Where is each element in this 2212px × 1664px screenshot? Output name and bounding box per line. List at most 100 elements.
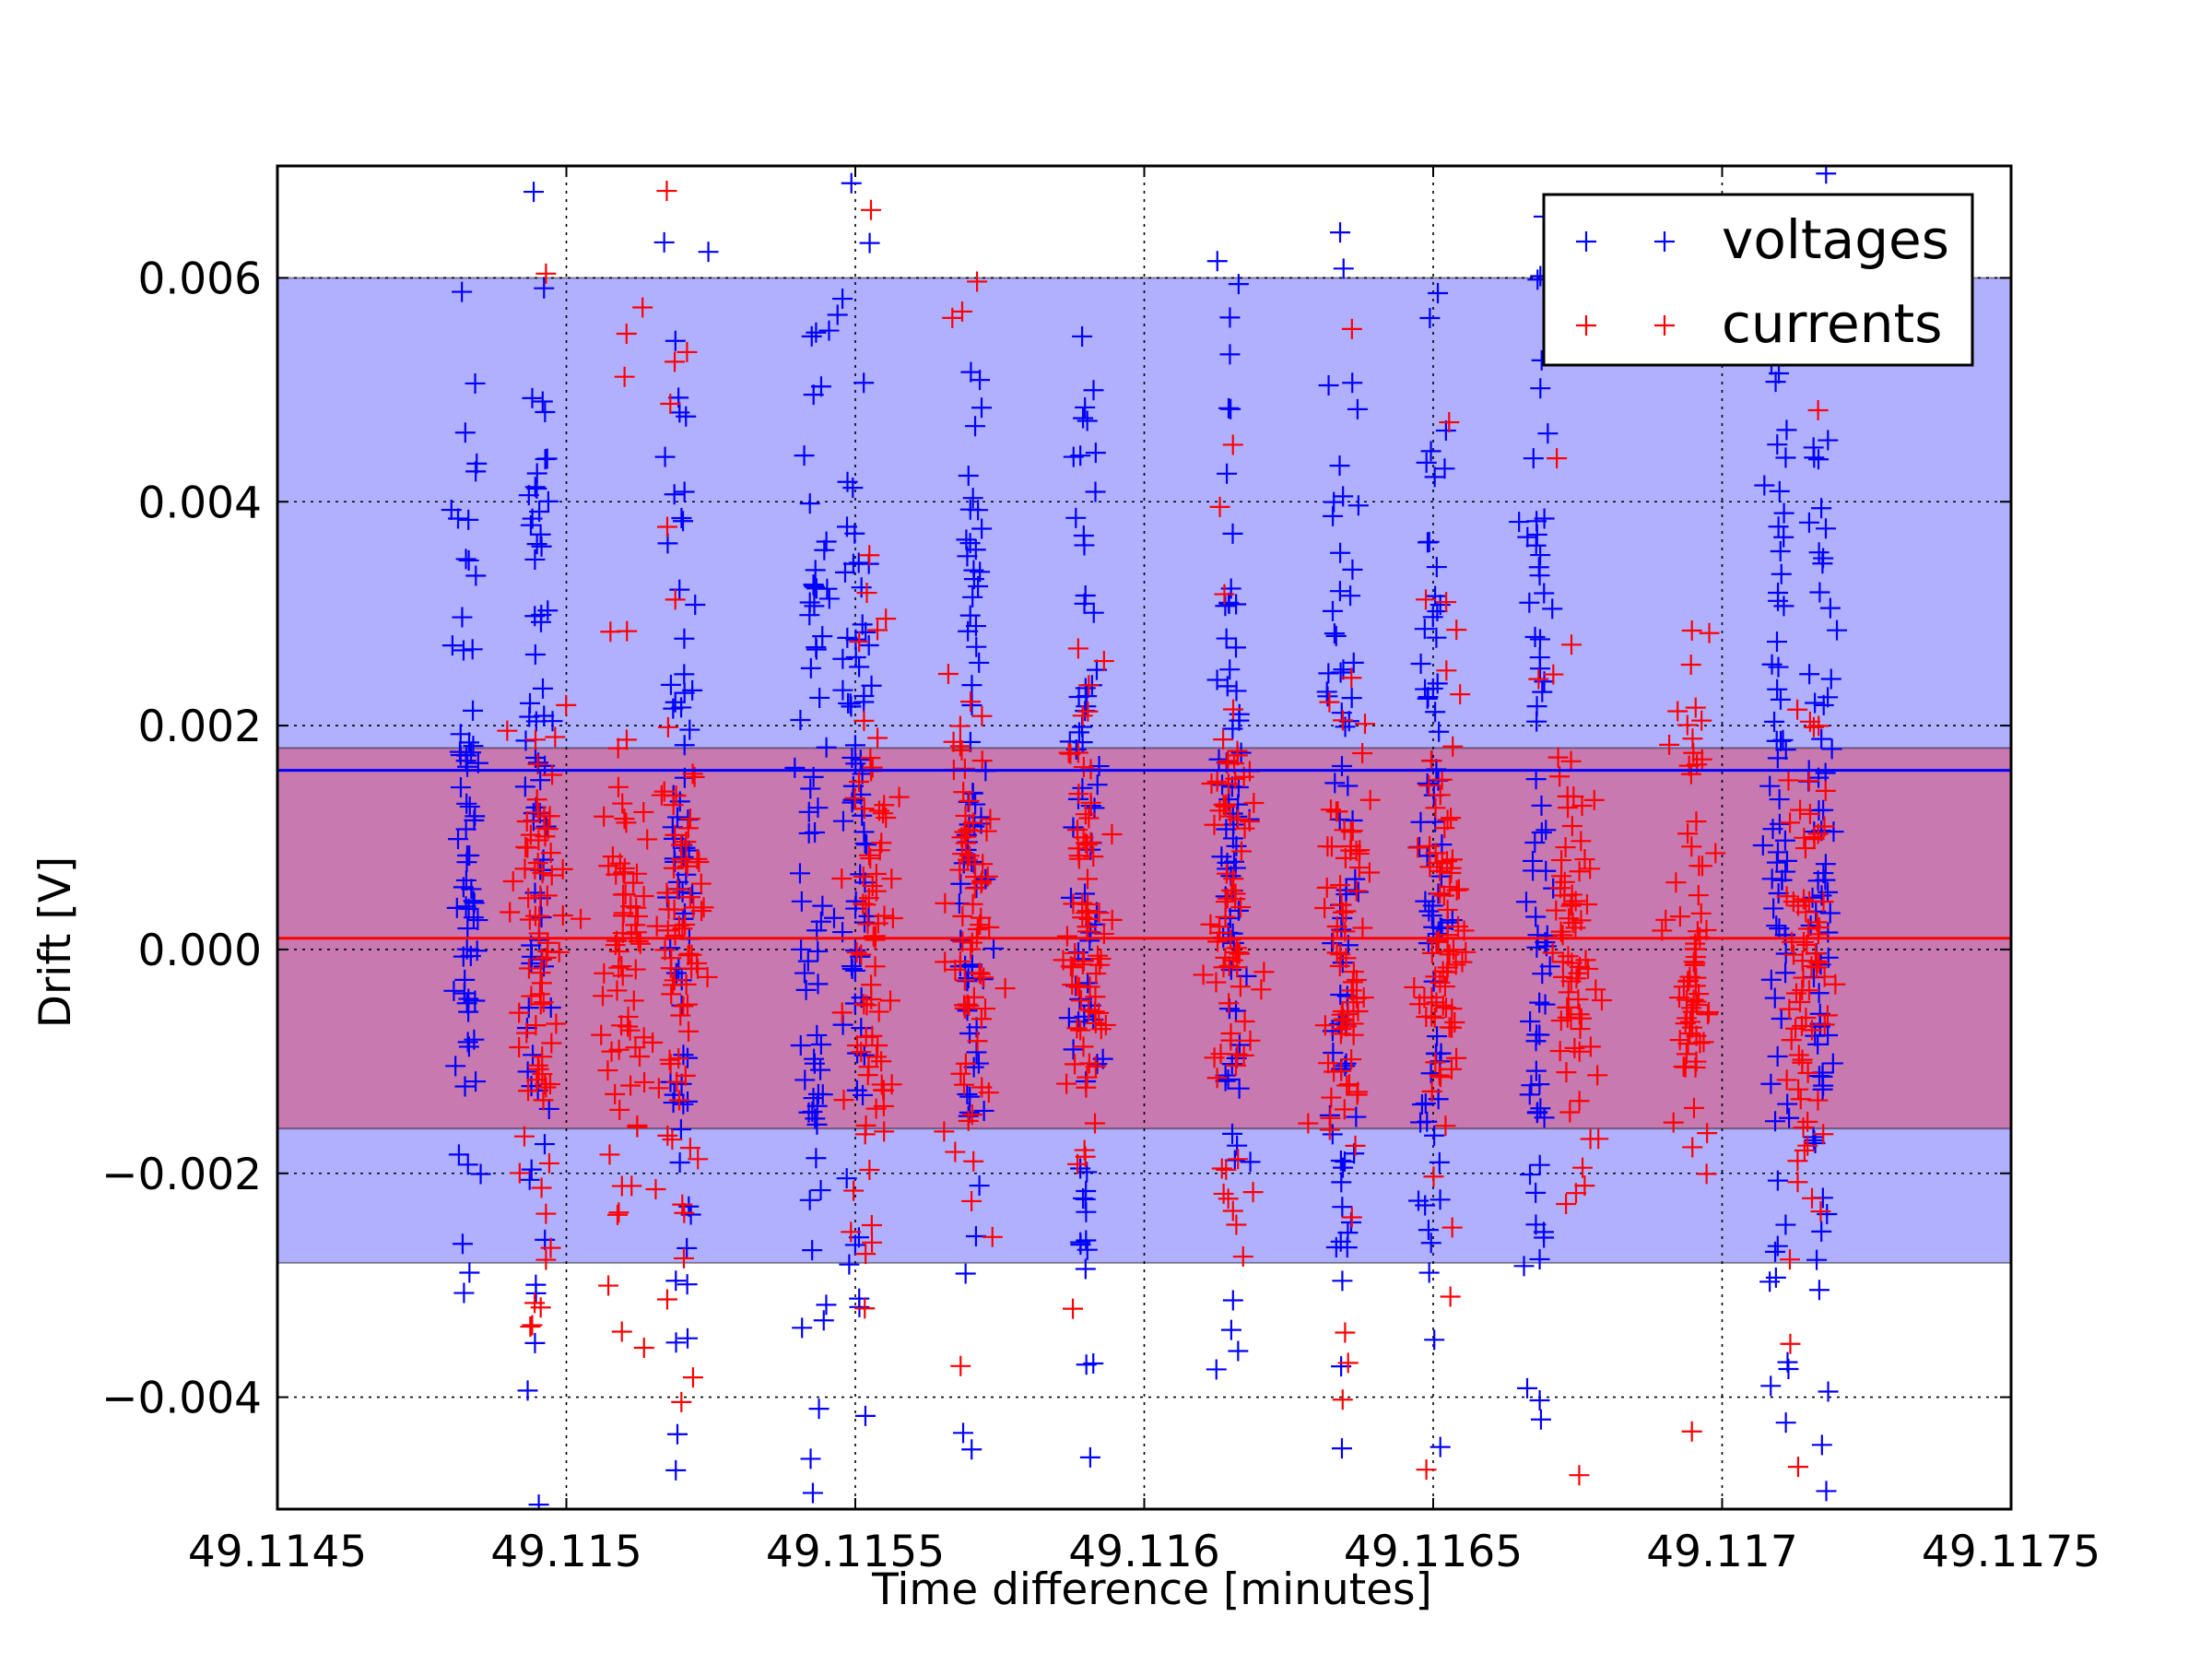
current-point: [1218, 1188, 1239, 1210]
current-point: [1209, 496, 1230, 517]
x-axis-label: Time difference [minutes]: [871, 1564, 1432, 1615]
current-point: [976, 820, 997, 842]
current-point: [854, 1298, 876, 1319]
voltage-point: [458, 509, 479, 530]
legend-plus-currents: [1654, 315, 1675, 336]
voltage-point: [1519, 592, 1540, 613]
current-point: [1215, 947, 1236, 968]
voltage-point: [961, 695, 982, 716]
current-point: [1441, 1058, 1462, 1080]
voltage-point: [791, 938, 812, 960]
current-point: [1569, 1004, 1590, 1025]
voltage-point: [466, 453, 488, 474]
voltage-point: [841, 956, 862, 977]
voltage-point: [677, 1091, 699, 1112]
voltage-point: [1411, 1094, 1432, 1115]
current-point: [1353, 987, 1374, 1009]
voltage-point: [441, 635, 463, 656]
voltage-point: [677, 1237, 698, 1258]
current-point: [975, 998, 996, 1020]
voltage-point: [463, 700, 484, 721]
current-point: [1562, 913, 1583, 934]
voltage-point: [975, 868, 996, 890]
voltage-point: [459, 732, 480, 753]
current-point: [611, 956, 632, 977]
current-point: [1684, 954, 1705, 975]
voltage-point: [818, 588, 840, 609]
current-point: [865, 1098, 887, 1119]
voltage-point: [1217, 463, 1238, 484]
current-point: [518, 1080, 539, 1102]
current-point: [1547, 747, 1569, 768]
voltage-point: [1083, 380, 1104, 401]
voltage-point: [1769, 813, 1790, 834]
voltage-point: [1342, 559, 1363, 580]
voltage-point: [455, 869, 477, 891]
voltage-point: [810, 1180, 831, 1201]
current-point: [665, 351, 686, 372]
voltage-point: [458, 898, 479, 919]
current-point: [606, 864, 627, 885]
current-point: [1558, 946, 1579, 967]
current-point: [1420, 750, 1441, 772]
voltage-point: [969, 1175, 990, 1197]
voltage-point: [1333, 659, 1354, 680]
voltage-point: [1767, 679, 1788, 700]
voltage-point: [1219, 307, 1241, 328]
voltage-point: [1818, 881, 1839, 903]
voltage-point: [973, 1100, 994, 1121]
voltage-point: [457, 1032, 478, 1053]
series-voltages: [441, 166, 1848, 1509]
voltage-point: [853, 372, 875, 394]
voltage-point: [861, 675, 882, 696]
voltage-point: [1206, 669, 1228, 690]
voltage-point: [521, 952, 542, 974]
current-point: [857, 1065, 878, 1086]
voltage-point: [832, 679, 853, 701]
current-point: [532, 1064, 553, 1085]
current-point: [597, 1060, 618, 1081]
voltage-point: [799, 493, 820, 514]
current-point: [1067, 1153, 1088, 1174]
current-point: [1560, 750, 1582, 772]
voltage-point: [535, 816, 557, 837]
voltage-point: [1808, 1066, 1830, 1087]
voltage-point: [1076, 1230, 1097, 1251]
voltage-point: [953, 1422, 974, 1444]
legend-label-currents: currents: [1722, 292, 1942, 355]
current-point: [1688, 885, 1709, 906]
voltage-point: [1827, 620, 1848, 641]
current-point: [1215, 906, 1236, 927]
current-point: [831, 867, 853, 889]
voltage-point: [1345, 868, 1366, 890]
current-point: [1080, 792, 1101, 813]
current-point: [1324, 1061, 1345, 1082]
current-point: [1782, 931, 1803, 952]
current-point: [1073, 757, 1094, 778]
current-point: [616, 729, 637, 750]
voltage-point: [522, 387, 543, 408]
current-point: [1795, 1008, 1817, 1028]
current-point: [1780, 812, 1801, 833]
voltage-point: [1346, 1106, 1367, 1127]
current-point: [516, 811, 537, 832]
voltage-point: [1228, 900, 1249, 921]
current-point: [1446, 879, 1467, 901]
current-point: [625, 1037, 646, 1058]
current-point: [831, 1002, 853, 1023]
current-point: [1552, 925, 1573, 946]
voltage-point: [851, 1018, 872, 1039]
current-point: [1404, 976, 1425, 997]
current-point: [681, 944, 702, 965]
current-point: [1072, 907, 1093, 928]
current-point: [625, 915, 646, 936]
current-point: [1425, 797, 1446, 819]
voltage-point: [1818, 687, 1839, 708]
current-point: [683, 897, 704, 918]
voltage-point: [454, 422, 476, 443]
current-point: [876, 608, 897, 630]
voltage-point: [453, 640, 474, 661]
voltage-point: [1777, 1093, 1798, 1115]
current-point: [524, 1292, 546, 1314]
current-point: [1554, 885, 1575, 906]
